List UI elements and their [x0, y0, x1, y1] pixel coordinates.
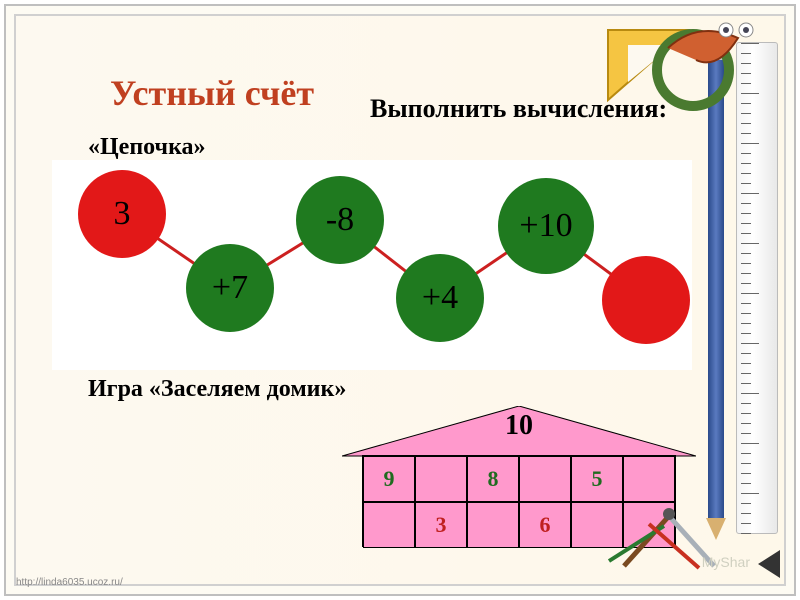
house-roof-label: 10	[342, 410, 696, 442]
chain-diagram: 3+7-8+4+10	[52, 160, 692, 370]
chain-node: 3	[78, 170, 166, 258]
task-label: Выполнить вычисления:	[370, 94, 667, 124]
house-cell: 6	[519, 502, 571, 548]
chain-node: +10	[498, 178, 594, 274]
house-cell: 5	[571, 456, 623, 502]
game-label: Игра «Заселяем домик»	[88, 376, 346, 403]
chain-node: -8	[296, 176, 384, 264]
page-title: Устный счёт	[110, 72, 314, 114]
house-cell	[519, 456, 571, 502]
house-cell	[363, 502, 415, 548]
footer-url: http://linda6035.ucoz.ru/	[16, 577, 123, 588]
slide-frame: Устный счёт Выполнить вычисления: «Цепоч…	[4, 4, 796, 596]
house-cell	[623, 456, 675, 502]
chain-label: «Цепочка»	[88, 134, 206, 161]
chain-node	[602, 256, 690, 344]
watermark: MyShаr	[702, 554, 750, 570]
house-cell	[415, 456, 467, 502]
prev-slide-button[interactable]	[758, 550, 780, 578]
chain-node: +4	[396, 254, 484, 342]
house-cell: 3	[415, 502, 467, 548]
house-cell	[467, 502, 519, 548]
chain-node: +7	[186, 244, 274, 332]
house-cell: 9	[363, 456, 415, 502]
house-cell: 8	[467, 456, 519, 502]
